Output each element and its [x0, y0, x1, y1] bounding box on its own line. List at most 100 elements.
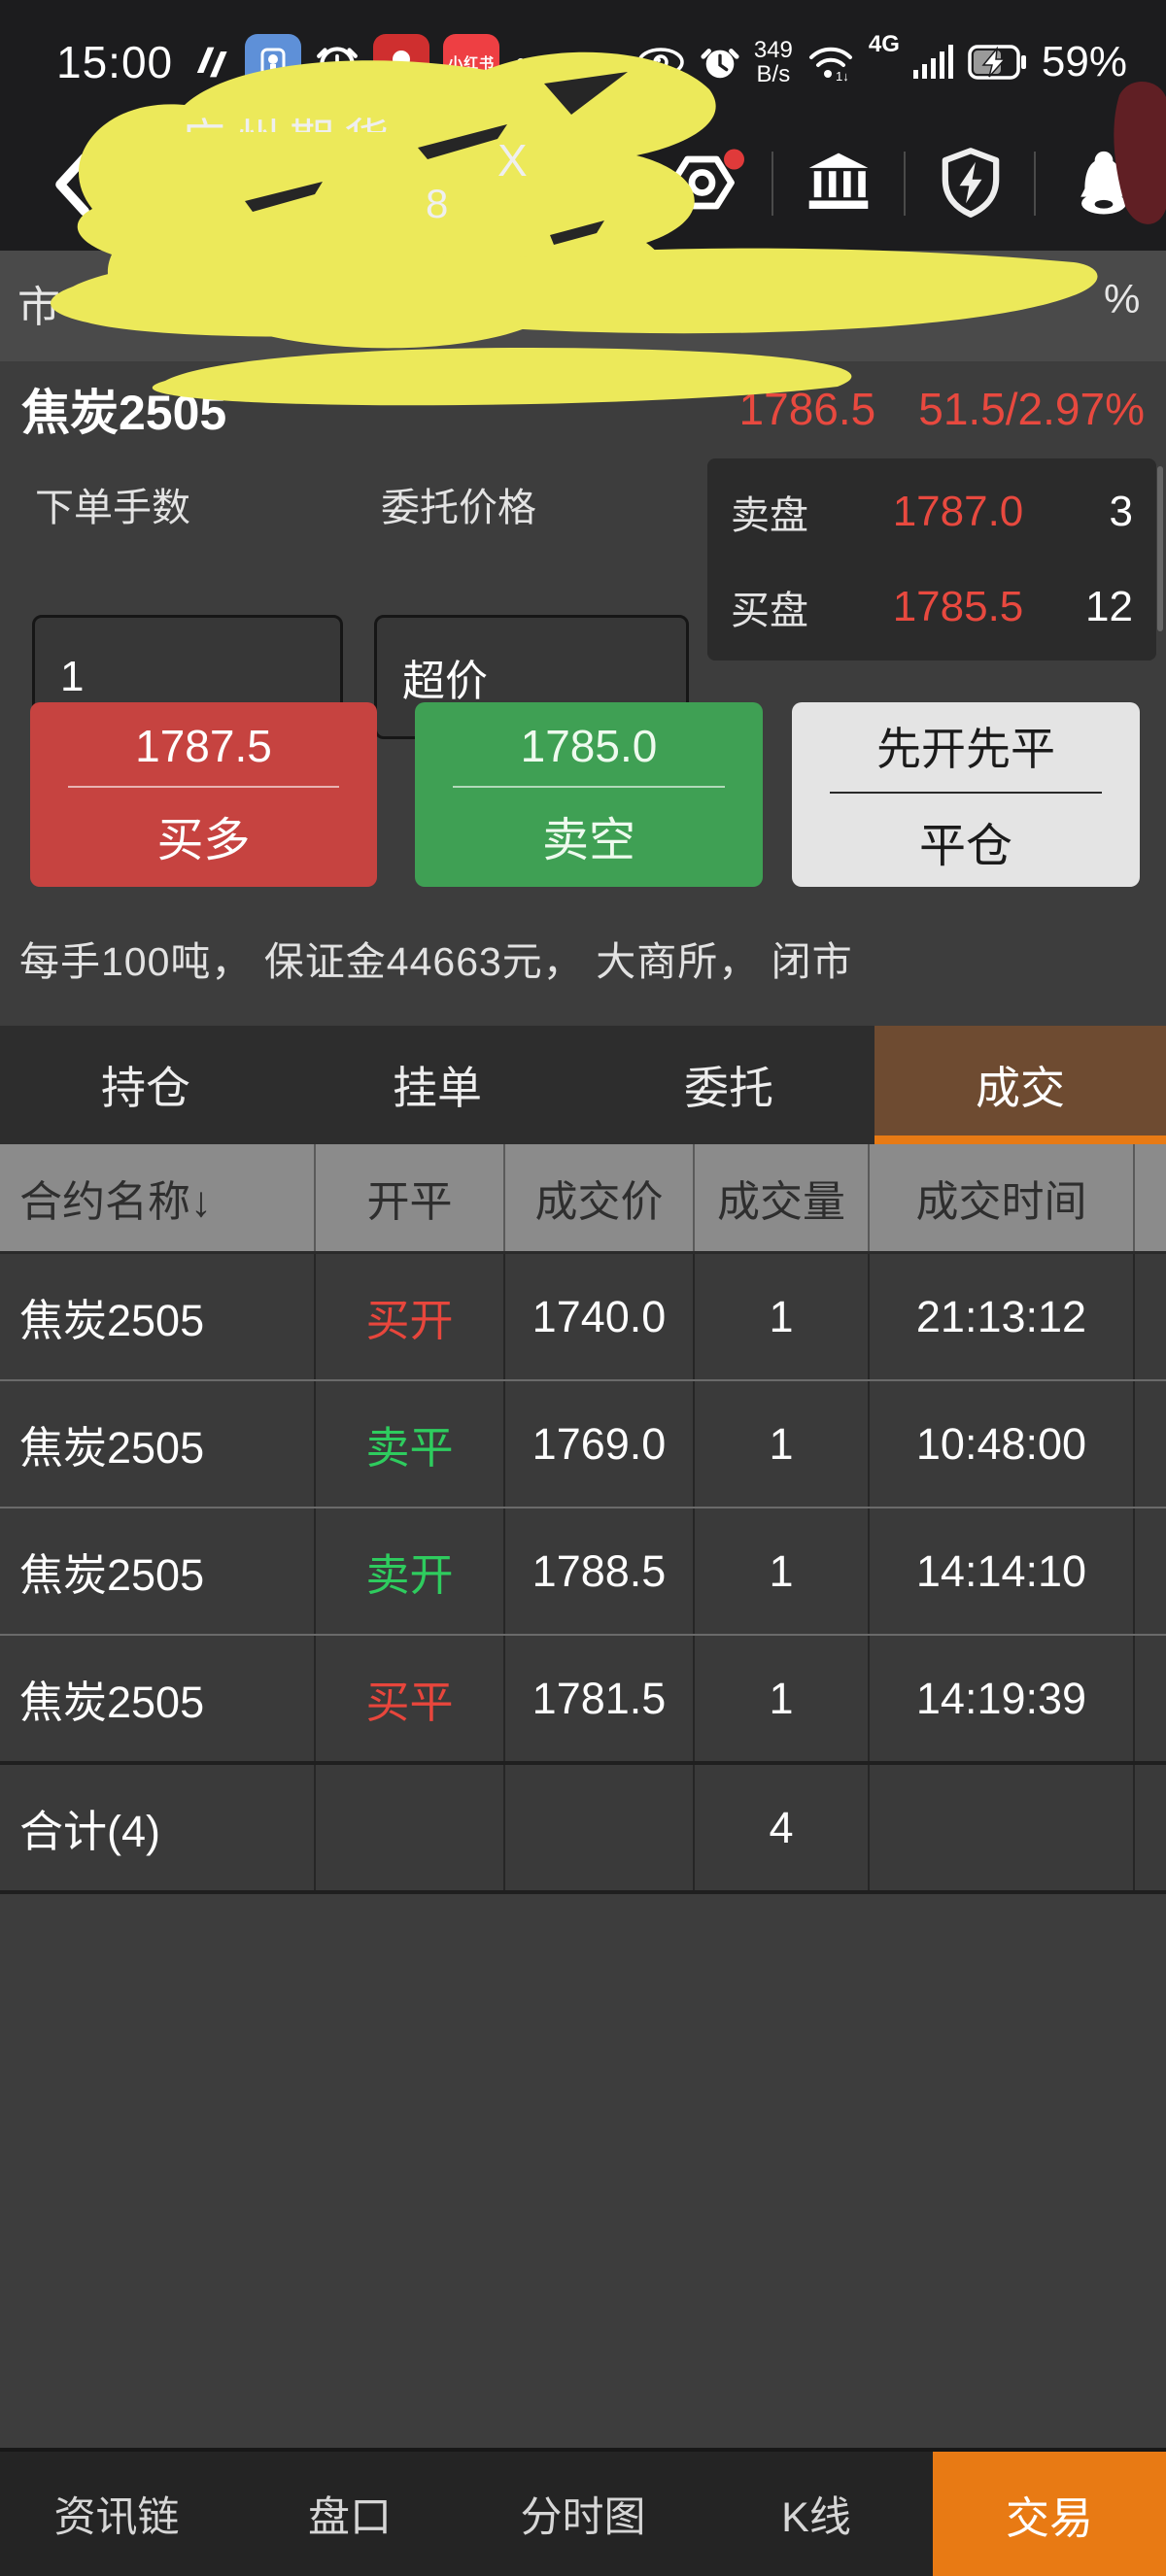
buy-long-button[interactable]: 1787.5 买多 — [30, 702, 377, 887]
total-empty — [505, 1765, 695, 1890]
trade-name: 焦炭2505 — [0, 1508, 316, 1634]
trade-name: 焦炭2505 — [0, 1636, 316, 1761]
column-header-5 — [1135, 1144, 1166, 1251]
trade-price: 1788.5 — [505, 1508, 695, 1634]
signal-bars-icon — [912, 45, 953, 79]
lots-value: 1 — [60, 653, 85, 700]
divider — [68, 786, 339, 788]
trade-name: 焦炭2505 — [0, 1381, 316, 1507]
contract-header-row: 焦炭2505 1786.5 51.5/2.97% — [0, 361, 1166, 457]
network-speed: 349 B/s — [753, 37, 793, 87]
more-notifications-icon — [517, 58, 555, 66]
bid-ask-panel: 卖盘 1787.0 3 买盘 1785.5 12 — [707, 458, 1156, 661]
trade-price: 1740.0 — [505, 1254, 695, 1379]
bid-row[interactable]: 买盘 1785.5 12 — [707, 579, 1156, 635]
settings-hex-icon[interactable] — [669, 148, 744, 218]
table-total-row: 合计(4) 4 — [0, 1765, 1166, 1894]
buy-label: 买多 — [156, 815, 251, 866]
buy-price: 1787.5 — [135, 721, 272, 771]
trade-row[interactable]: 焦炭2505 买开 1740.0 1 21:13:12 — [0, 1254, 1166, 1381]
trades-table: 合约名称↓ 开平 成交价 成交量 成交时间 焦炭2505 买开 1740.0 1 21:13:1… — [0, 1144, 1166, 1894]
alerts-bell-icon[interactable] — [1071, 148, 1137, 220]
ask-label: 卖盘 — [731, 494, 808, 537]
eye-visibility-icon — [637, 48, 684, 77]
lots-label: 下单手数 — [35, 487, 190, 529]
trade-volume: 1 — [695, 1508, 870, 1634]
bottom-nav-2[interactable]: 分时图 — [520, 2494, 646, 2541]
trade-time: 14:14:10 — [870, 1508, 1135, 1634]
divider — [772, 152, 773, 216]
trade-row[interactable]: 焦炭2505 买平 1781.5 1 14:19:39 — [0, 1636, 1166, 1765]
divider — [830, 792, 1102, 794]
trade-price: 1781.5 — [505, 1636, 695, 1761]
divider — [453, 786, 725, 788]
close-position-button[interactable]: 先开先平 平仓 — [792, 702, 1140, 887]
account-text-fragment-left: 市 — [17, 284, 60, 331]
bottom-nav-1[interactable]: 盘口 — [308, 2494, 392, 2541]
tab-0[interactable]: 持仓 — [101, 1063, 190, 1113]
trade-extra — [1135, 1508, 1166, 1634]
trade-time: 21:13:12 — [870, 1254, 1135, 1379]
trade-row[interactable]: 焦炭2505 卖开 1788.5 1 14:14:10 — [0, 1508, 1166, 1636]
price-change: 51.5/2.97% — [918, 384, 1145, 434]
trade-name: 焦炭2505 — [0, 1254, 316, 1379]
trade-volume: 1 — [695, 1636, 870, 1761]
bottom-nav-0[interactable]: 资讯链 — [53, 2494, 180, 2541]
tab-3[interactable]: 成交 — [874, 1026, 1166, 1144]
page-title: 广州期货 — [177, 239, 379, 289]
contract-name: 焦炭2505 — [21, 386, 227, 440]
bid-volume: 12 — [1085, 583, 1133, 630]
last-price: 1786.5 — [738, 384, 876, 434]
trade-direction: 卖开 — [316, 1508, 505, 1634]
trade-direction: 买开 — [316, 1254, 505, 1379]
trade-extra — [1135, 1254, 1166, 1379]
total-volume: 4 — [695, 1765, 870, 1890]
back-button[interactable] — [41, 150, 103, 220]
tab-1[interactable]: 挂单 — [393, 1063, 482, 1113]
trade-price: 1769.0 — [505, 1381, 695, 1507]
trade-volume: 1 — [695, 1381, 870, 1507]
notes-app-icon — [245, 34, 302, 90]
clock-time: 15:00 — [56, 37, 174, 87]
total-empty — [870, 1765, 1135, 1890]
bottom-navigation: 资讯链 盘口 分时图 K线 交易 — [0, 2448, 1166, 2576]
bid-price: 1785.5 — [892, 583, 1024, 630]
sell-label: 卖空 — [541, 815, 635, 866]
column-header-0[interactable]: 合约名称↓ — [0, 1144, 316, 1251]
trade-extra — [1135, 1381, 1166, 1507]
network-type-label: 4G — [868, 31, 900, 57]
trade-row[interactable]: 焦炭2505 卖平 1769.0 1 10:48:00 — [0, 1381, 1166, 1508]
battery-charging-icon — [968, 45, 1026, 80]
contract-switch-dropdown-icon[interactable] — [540, 155, 591, 206]
trade-time: 14:19:39 — [870, 1636, 1135, 1761]
risk-shield-icon[interactable] — [939, 148, 1003, 218]
trade-volume: 1 — [695, 1254, 870, 1379]
sell-price: 1785.0 — [520, 721, 658, 771]
notification-dot — [724, 149, 744, 170]
total-empty — [1135, 1765, 1166, 1890]
position-tabs: 持仓 挂单 委托 成交 — [0, 1026, 1166, 1144]
table-header-row: 合约名称↓ 开平 成交价 成交量 成交时间 — [0, 1144, 1166, 1254]
total-empty — [316, 1765, 505, 1890]
trade-direction: 卖平 — [316, 1381, 505, 1507]
title-fragment-x: X — [497, 135, 528, 186]
account-summary-bar: 市 % — [0, 251, 1166, 361]
scrollbar-thumb[interactable] — [1157, 466, 1163, 631]
column-header-4: 成交时间 — [870, 1144, 1135, 1251]
svg-text:1↓: 1↓ — [836, 69, 849, 83]
ask-volume: 3 — [1109, 488, 1133, 535]
title-fragment-top: 广州期货 — [181, 105, 398, 132]
title-fragment-8: 8 — [426, 181, 449, 226]
exchange-bank-icon[interactable] — [805, 152, 873, 214]
total-label: 合计(4) — [0, 1765, 316, 1890]
alarm-clock-notification-icon — [317, 47, 359, 82]
divider — [904, 152, 906, 216]
bottom-nav-3[interactable]: K线 — [781, 2494, 851, 2541]
bottom-nav-4[interactable]: 交易 — [933, 2452, 1166, 2576]
tab-2[interactable]: 委托 — [684, 1063, 773, 1113]
ask-row[interactable]: 卖盘 1787.0 3 — [707, 484, 1156, 540]
sell-short-button[interactable]: 1785.0 卖空 — [415, 702, 763, 887]
close-label: 平仓 — [918, 821, 1012, 872]
column-header-3: 成交量 — [695, 1144, 870, 1251]
order-price-value: 超价 — [402, 658, 488, 705]
